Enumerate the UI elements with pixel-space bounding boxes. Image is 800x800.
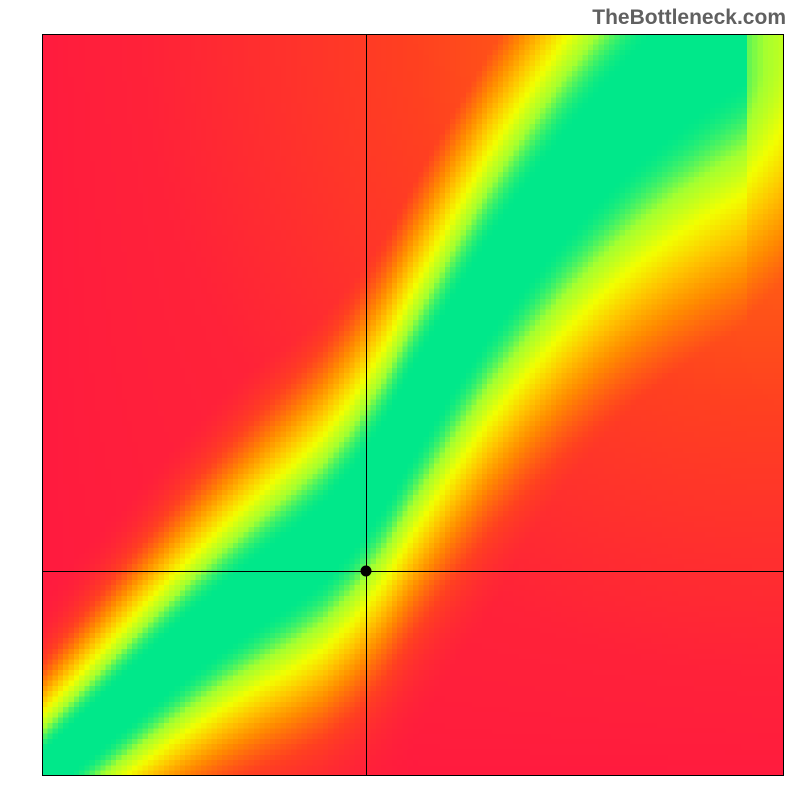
bottleneck-heatmap — [42, 34, 784, 776]
crosshair-vertical — [366, 34, 367, 776]
selected-point-marker — [361, 566, 372, 577]
plot-area — [42, 34, 784, 776]
crosshair-horizontal — [42, 571, 784, 572]
watermark-text: TheBottleneck.com — [592, 6, 786, 30]
